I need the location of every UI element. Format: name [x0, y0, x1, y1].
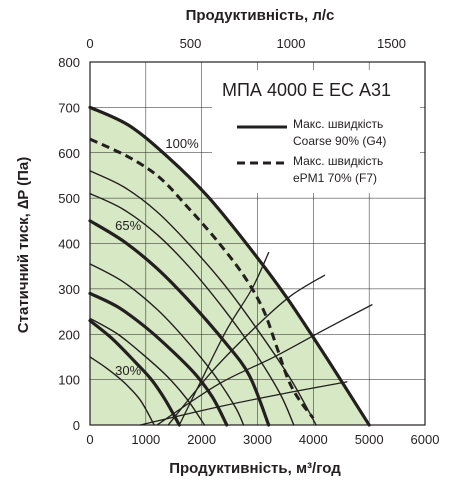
y-axis-title: Статичний тиск, ∆P (Па)	[15, 157, 32, 333]
curve-layer	[88, 105, 373, 427]
curve-system-10	[178, 251, 270, 426]
y-tick-label: 600	[58, 146, 80, 161]
y-tick-label: 500	[58, 191, 80, 206]
x-tick-label: 5000	[355, 432, 384, 447]
x-tick-label: 3000	[243, 432, 272, 447]
x-tick-label: 0	[86, 432, 93, 447]
x-tick-label: 2000	[187, 432, 216, 447]
curve-bold-0	[88, 105, 371, 427]
curve-thin-5	[89, 263, 245, 426]
operating-area	[90, 107, 370, 425]
curve-thin-7	[89, 317, 206, 426]
curve-system-11	[167, 274, 326, 426]
y-tick-label: 400	[58, 237, 80, 252]
x2-tick-label: 1500	[377, 36, 406, 51]
speed-label-layer: 100% 65% 30%	[115, 136, 199, 378]
speed-label: 100%	[165, 136, 199, 151]
curve-bold-8	[88, 319, 181, 427]
x2-axis-title: Продуктивність, л/с	[186, 7, 335, 24]
tick-label-layer: 0 1000 2000 3000 4000 5000 6000 0 500 1000 1500 0 10…	[58, 36, 439, 447]
plot-frame	[89, 61, 426, 426]
speed-label: 30%	[115, 363, 141, 378]
legend-solid-label-1: Макс. швидкість	[293, 117, 383, 131]
x2-tick-label: 1000	[277, 36, 306, 51]
speed-label: 65%	[115, 218, 141, 233]
curve-dashed-1	[89, 137, 315, 420]
x2-tick-label: 500	[180, 36, 202, 51]
legend-box	[212, 70, 420, 193]
curve-thin-3	[89, 192, 295, 426]
x2-tick-label: 0	[86, 36, 93, 51]
legend-dashed-label-1: Макс. швидкість	[293, 154, 383, 168]
operating-area-layer	[90, 107, 370, 425]
y-tick-label: 300	[58, 282, 80, 297]
x-tick-label: 6000	[411, 432, 440, 447]
y-tick-label: 100	[58, 373, 80, 388]
legend-dashed-label-2: ePM1 70% (F7)	[293, 171, 377, 185]
y-tick-label: 0	[73, 418, 80, 433]
y-tick-label: 800	[58, 55, 80, 70]
y-tick-label: 200	[58, 327, 80, 342]
curve-bold-6	[88, 291, 229, 427]
model-name: МПА 4000 Е ЕС А31	[222, 80, 391, 100]
curve-thin-9	[89, 356, 155, 426]
x-tick-label: 4000	[299, 432, 328, 447]
curve-thin-2	[89, 170, 317, 426]
legend-solid-label-2: Coarse 90% (G4)	[293, 134, 386, 148]
x-tick-label: 1000	[131, 432, 160, 447]
x-axis-title: Продуктивність, м³/год	[169, 460, 341, 477]
curve-bold-4	[88, 219, 271, 427]
curve-system-12	[156, 304, 373, 426]
y-tick-label: 700	[58, 100, 80, 115]
